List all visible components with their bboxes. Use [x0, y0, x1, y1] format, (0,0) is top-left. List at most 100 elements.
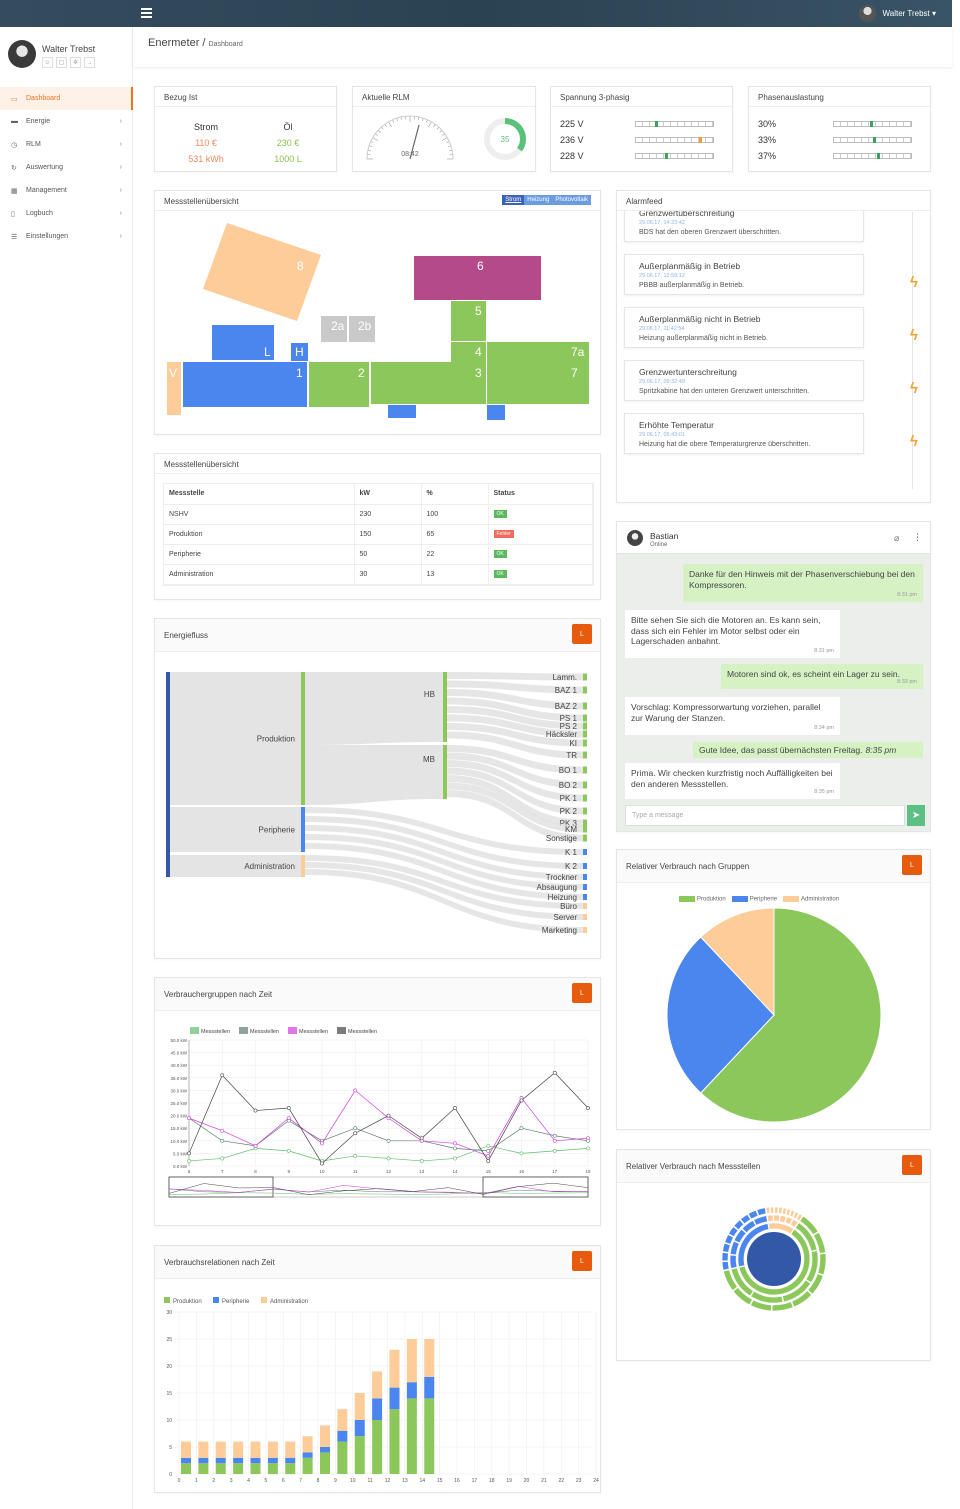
zone-label-V: V: [169, 366, 177, 380]
sankey-link: [447, 752, 583, 789]
sidebar-item-dashboard[interactable]: ▭ Dashboard: [0, 87, 133, 110]
energiefluss-card: Energiefluss L Produktion Peripherie Admin…: [154, 618, 601, 959]
spannung-value-0: 225 V: [560, 119, 584, 129]
sankey-link: [447, 714, 583, 738]
more-vertical-icon[interactable]: ⋮: [913, 532, 922, 542]
y-tick-label: 30.0 kW: [170, 1088, 187, 1093]
sidebar-item-einstellungen[interactable]: ☰ Einstellungen ›: [0, 225, 133, 248]
legend-item[interactable]: Produktion: [679, 896, 726, 903]
line-point: [353, 1088, 358, 1093]
spannung-level-marker: [655, 121, 659, 127]
x-tick-label: 7: [221, 1169, 224, 1174]
sidebar-item-auswertung[interactable]: ↻ Auswertung ›: [0, 156, 133, 179]
sidebar-item-management[interactable]: ▦ Management ›: [0, 179, 133, 202]
line-point: [419, 1136, 424, 1141]
alarm-message: Heizung außerplanmäßig nicht in Betrieb.: [639, 335, 768, 342]
hamburger-menu-icon[interactable]: [141, 8, 152, 18]
legend-label: Produktion: [173, 1299, 202, 1305]
zone-2b[interactable]: [349, 316, 375, 342]
zone-V[interactable]: [167, 362, 181, 415]
sunburst-segment: [766, 1214, 774, 1222]
legend-label: Messstellen: [299, 1029, 328, 1035]
zone-3[interactable]: [371, 362, 486, 404]
zone-7a[interactable]: [487, 342, 589, 362]
zone-2[interactable]: [309, 362, 369, 407]
sankey-node-target: [583, 914, 587, 920]
lightning-icon: ϟ: [910, 274, 918, 291]
tab-heizung[interactable]: Heizung: [524, 195, 553, 205]
sunburst-segment: [733, 1219, 745, 1231]
gauge-tick: [428, 121, 432, 128]
sankey-target-label: Trockner: [546, 873, 578, 882]
legend-item[interactable]: Administration: [783, 896, 839, 903]
sankey-node-sub: [443, 745, 447, 799]
sidebar-item-energie[interactable]: ▬ Energie ›: [0, 110, 133, 133]
y-tick-label: 45.0 kW: [170, 1051, 187, 1056]
sankey-node-target: [583, 766, 587, 774]
gauge-tick: [441, 137, 448, 141]
sankey-target-label: KM: [565, 825, 577, 834]
table-row[interactable]: Administration 30 13 OK: [164, 564, 593, 585]
sankey-link: [447, 706, 583, 730]
pie-menu-button[interactable]: L: [902, 855, 922, 875]
zone-H[interactable]: [291, 343, 308, 361]
tab-photovoltaik[interactable]: Photovoltaik: [552, 195, 591, 205]
zone-L[interactable]: [212, 325, 274, 360]
zone-2a[interactable]: [321, 316, 347, 342]
sankey-link: [305, 843, 583, 900]
legend-item[interactable]: Peripherie: [731, 896, 777, 903]
zone-1[interactable]: [183, 362, 307, 407]
logout-icon[interactable]: →: [84, 57, 95, 68]
table-row[interactable]: Produktion 150 65 Fehler: [164, 524, 593, 545]
tab-strom[interactable]: Strom: [502, 195, 525, 205]
sunburst-segment: [750, 1299, 772, 1312]
zone-7[interactable]: [487, 362, 589, 404]
sidebar-item-rlm[interactable]: ◷ RLM ›: [0, 133, 133, 156]
chat-message-input[interactable]: Type a message: [625, 805, 905, 826]
sankey-group-label: Peripherie: [259, 826, 296, 835]
bar-segment: [337, 1409, 348, 1431]
bar-segment: [215, 1463, 226, 1474]
energiefluss-menu-button[interactable]: L: [572, 624, 592, 644]
send-icon[interactable]: ➤: [907, 805, 925, 826]
gear-icon[interactable]: ✲: [70, 57, 81, 68]
zone-label-5: 5: [475, 304, 482, 318]
line-menu-button[interactable]: L: [572, 983, 592, 1003]
zone-blue-small-1[interactable]: [388, 405, 416, 418]
attach-icon[interactable]: ⌀: [894, 533, 900, 543]
sidebar-item-logbuch[interactable]: ▯ Logbuch ›: [0, 202, 133, 225]
zone-label-2a: 2a: [331, 319, 345, 333]
alarm-item[interactable]: Außerplanmäßig nicht in Betrieb 29.06.17,…: [624, 307, 864, 348]
table-row[interactable]: NSHV 230 100 OK: [164, 504, 593, 525]
user-menu[interactable]: Walter Trebst ▾: [859, 5, 936, 22]
zone-5[interactable]: [451, 301, 486, 341]
alarm-item[interactable]: Grenzwertüberschreitung 29.06.17, 14:23:4…: [624, 211, 864, 242]
x-tick-label: 21: [541, 1478, 547, 1484]
bars-menu-button[interactable]: L: [572, 1251, 592, 1271]
bar-segment: [198, 1463, 209, 1474]
lock-icon[interactable]: ▢: [56, 57, 67, 68]
sunburst-segment: [796, 1213, 803, 1221]
zone-4[interactable]: [451, 342, 486, 362]
user-icon[interactable]: ☺: [42, 57, 53, 68]
legend-swatch: [261, 1297, 267, 1303]
x-tick-label: 20: [524, 1478, 530, 1484]
cell-messstelle: Produktion: [164, 524, 355, 545]
bar-segment: [250, 1441, 261, 1458]
zone-6[interactable]: [414, 256, 541, 300]
alarm-item[interactable]: Erhöhte Temperatur 29.06.17, 05:43:01 Heiz…: [624, 413, 864, 454]
x-tick-label: 1: [195, 1478, 198, 1484]
sankey-node-sub: [443, 672, 447, 742]
chat-card: Bastian Online ⌀ ⋮ Danke für den Hinweis…: [616, 521, 931, 832]
gauge-tick: [392, 119, 395, 123]
y-tick-label: 50.0 kW: [170, 1038, 187, 1043]
sunburst-menu-button[interactable]: L: [902, 1155, 922, 1175]
alarm-item[interactable]: Grenzwertunterschreitung 29.06.17, 09:32:…: [624, 360, 864, 401]
zone-8[interactable]: [203, 223, 321, 321]
alarm-item[interactable]: Außerplanmäßig in Betrieb 29.06.17, 12:59…: [624, 254, 864, 295]
table-row[interactable]: Peripherie 50 22 OK: [164, 544, 593, 565]
zone-blue-small-2[interactable]: [487, 405, 505, 420]
line-point: [353, 1154, 358, 1158]
sunburst-segment: [729, 1240, 740, 1256]
sunburst-center: [747, 1232, 801, 1286]
